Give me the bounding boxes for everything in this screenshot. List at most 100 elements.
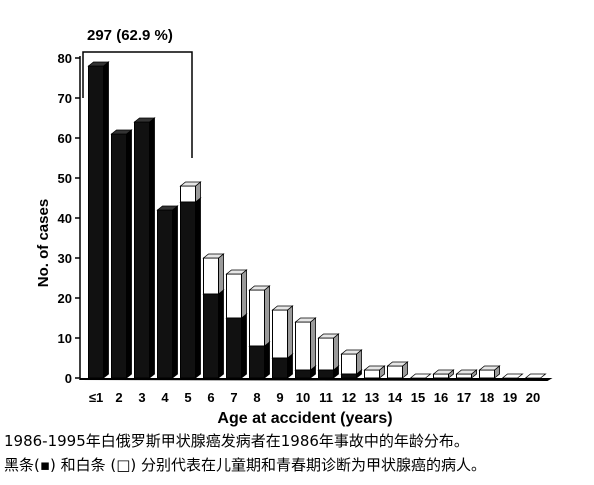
- x-tick-label: 16: [434, 390, 448, 405]
- x-tick-label: 11: [319, 390, 333, 405]
- y-tick-label: 20: [58, 291, 72, 306]
- bar-6: [202, 253, 225, 379]
- bar-black-side: [264, 341, 270, 379]
- bar-white-top: [455, 369, 478, 375]
- annotation-bracket: [82, 51, 193, 158]
- bar-empty-base: [501, 373, 524, 379]
- bar-black-front: [295, 369, 311, 379]
- bar-white-front: [180, 185, 196, 203]
- y-tick-label: 80: [58, 51, 72, 66]
- x-tick-label: 15: [411, 390, 425, 405]
- bar-10: [294, 317, 317, 379]
- bar-black-side: [172, 205, 178, 379]
- bar-14: [386, 361, 409, 379]
- caption-line-1: 1986-1995年白俄罗斯甲状腺癌发病者在1986年事故中的年龄分布。: [4, 432, 469, 450]
- x-tick-label: 20: [526, 390, 540, 405]
- bar-white-side: [287, 305, 293, 359]
- bar-black-front: [111, 133, 127, 379]
- bar-black-side: [126, 129, 132, 379]
- x-tick-label: 18: [480, 390, 494, 405]
- bar-20: [524, 373, 547, 379]
- x-tick-label: 3: [138, 390, 145, 405]
- y-ticks-group: 0 10 20 30 40 50 60 70 80: [58, 51, 80, 386]
- bar-white-front: [272, 309, 288, 359]
- x-tick-label: 14: [388, 390, 403, 405]
- bar-12: [340, 349, 363, 379]
- bar-black-front: [203, 293, 219, 379]
- bar-9: [271, 305, 294, 379]
- bar-white-top: [294, 317, 317, 323]
- bar-white-front: [203, 257, 219, 295]
- bar-white-front: [249, 289, 265, 347]
- y-tick-label: 30: [58, 251, 72, 266]
- y-axis-label: No. of cases: [35, 199, 52, 287]
- x-ticks-group: ≤1 2 3 4 5 6 7 8 9 10 11 12 13 14 15 16 17 18 19 20: [89, 390, 540, 405]
- x-tick-label: 10: [296, 390, 310, 405]
- bar-white-top: [432, 369, 455, 375]
- bar-white-top: [340, 349, 363, 355]
- x-tick-label: 4: [161, 390, 169, 405]
- bar-white-front: [318, 337, 334, 371]
- bar-empty-base: [524, 373, 547, 379]
- bar-black-top: [156, 205, 179, 211]
- bar-black-front: [180, 201, 196, 379]
- bar-white-top: [202, 253, 225, 259]
- age-distribution-chart: 0 10 20 30 40 50 60 70 80 ≤1 2 3 4 5 6 7 8 9 10 11 12 13 14 15…: [35, 27, 553, 427]
- bar-white-top: [271, 305, 294, 311]
- y-tick-label: 10: [58, 331, 72, 346]
- x-axis-label: Age at accident (years): [217, 410, 392, 427]
- bar-4: [156, 205, 179, 379]
- bar-black-front: [134, 121, 150, 379]
- bar-empty-base: [409, 373, 432, 379]
- bar-white-top: [179, 181, 202, 187]
- bar-black-top: [133, 117, 156, 123]
- bar-white-side: [264, 285, 270, 347]
- annotation-label: 297 (62.9 %): [87, 27, 173, 44]
- axes-group: [79, 56, 553, 381]
- x-tick-label: ≤1: [89, 390, 103, 405]
- bar-15: [409, 373, 432, 379]
- y-tick-label: 40: [58, 211, 72, 226]
- annotation-group: 297 (62.9 %): [82, 27, 193, 158]
- bar-5: [179, 181, 202, 379]
- x-tick-label: 13: [365, 390, 379, 405]
- bar-white-front: [364, 369, 380, 379]
- bar-black-front: [272, 357, 288, 379]
- bar-black-side: [103, 61, 109, 379]
- bar-17: [455, 369, 478, 379]
- bar-19: [501, 373, 524, 379]
- bar-11: [317, 333, 340, 379]
- bar-black-front: [226, 317, 242, 379]
- bar-white-side: [333, 333, 339, 371]
- bar-black-side: [195, 197, 201, 379]
- bar-white-side: [310, 317, 316, 371]
- x-axis-floor: [79, 378, 553, 381]
- x-tick-label: 2: [115, 390, 122, 405]
- x-tick-label: 12: [342, 390, 356, 405]
- bar-white-top: [317, 333, 340, 339]
- bar-black-front: [88, 65, 104, 379]
- bar-black-front: [341, 373, 357, 379]
- y-tick-label: 70: [58, 91, 72, 106]
- bar-7: [225, 269, 248, 379]
- bar-white-front: [341, 353, 357, 375]
- bar-white-top: [363, 365, 386, 371]
- bar-white-front: [433, 373, 449, 379]
- bar-white-front: [226, 273, 242, 319]
- bar-black-top: [87, 61, 110, 67]
- bar-13: [363, 365, 386, 379]
- bar-black-front: [249, 345, 265, 379]
- bar-2: [110, 129, 133, 379]
- x-tick-label: 7: [230, 390, 237, 405]
- bars-group: [87, 61, 547, 379]
- bar-white-side: [218, 253, 224, 295]
- bar-white-side: [241, 269, 247, 319]
- bar-white-top: [386, 361, 409, 367]
- bar-white-front: [387, 365, 403, 379]
- bar-8: [248, 285, 271, 379]
- y-tick-label: 50: [58, 171, 72, 186]
- bar-white-front: [295, 321, 311, 371]
- bar-white-front: [479, 369, 495, 379]
- y-tick-label: 60: [58, 131, 72, 146]
- bar-16: [432, 369, 455, 379]
